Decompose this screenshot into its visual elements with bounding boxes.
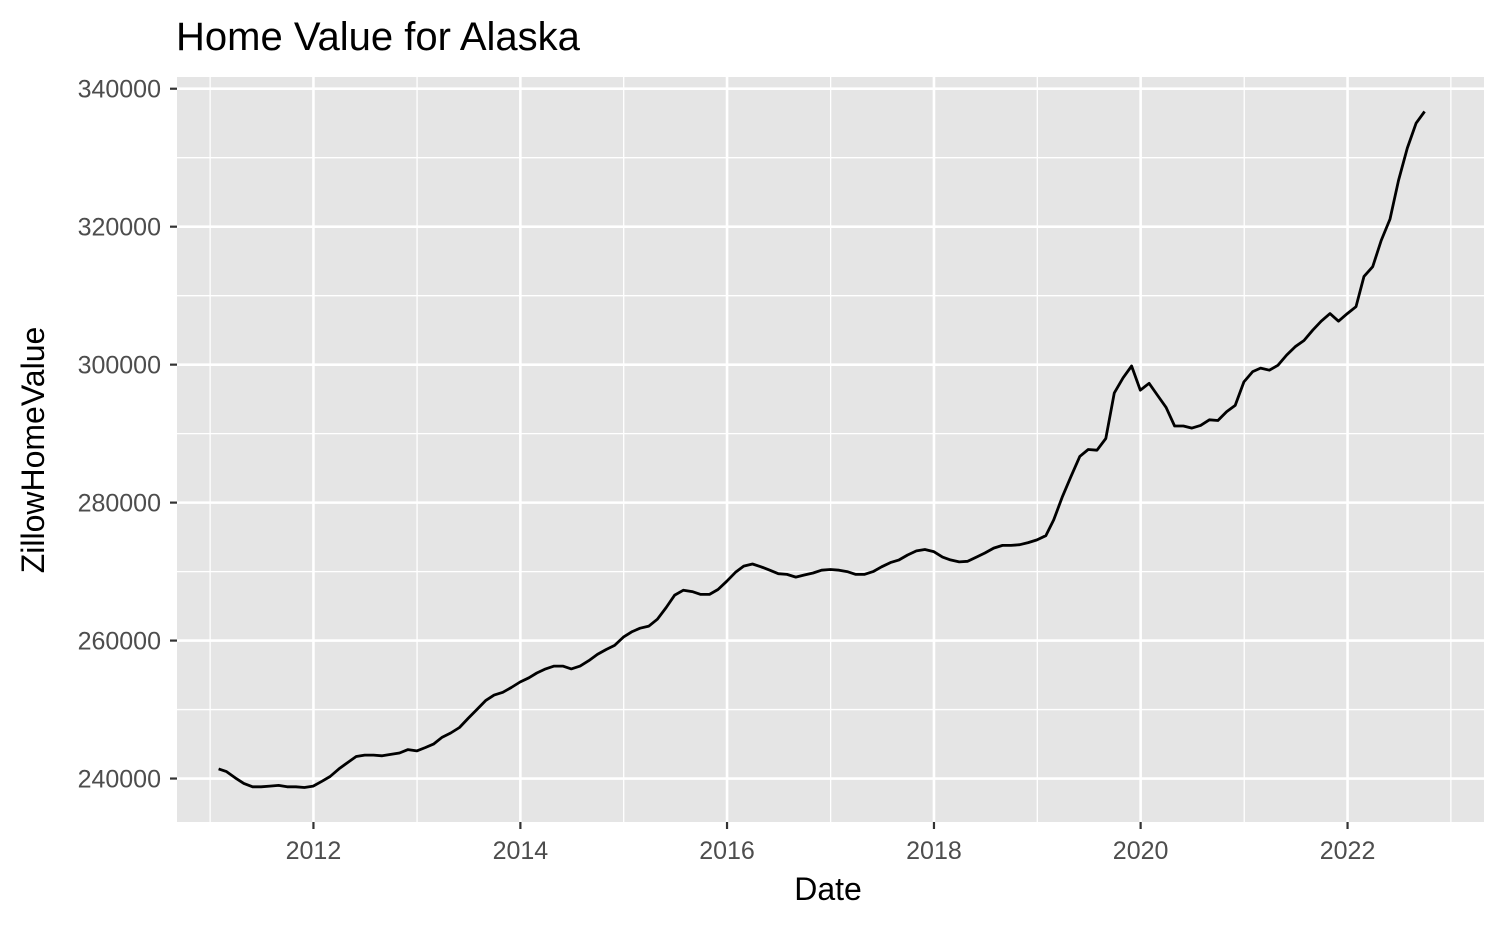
x-tick-label: 2020 [1113,837,1169,865]
series-layer [218,110,1426,789]
y-axis: 240000 260000 280000 300000 320000 340000 [78,76,177,794]
y-tick-label: 240000 [78,766,161,794]
x-tick-label: 2018 [906,837,962,865]
y-tick-label: 340000 [78,76,161,104]
y-axis-title: ZillowHomeValue [15,327,51,574]
x-axis: 2012 2014 2016 2018 2020 2022 [286,822,1376,865]
x-tick-label: 2014 [493,837,549,865]
x-axis-title: Date [794,871,862,907]
minor-gridlines [177,77,1484,822]
x-tick-label: 2022 [1320,837,1376,865]
data-line [218,110,1426,789]
chart-title: Home Value for Alaska [176,15,581,59]
y-tick-label: 280000 [78,490,161,518]
major-gridlines [177,77,1484,822]
y-tick-label: 300000 [78,352,161,380]
y-tick-label: 320000 [78,214,161,242]
y-tick-label: 260000 [78,628,161,656]
x-tick-label: 2012 [286,837,342,865]
x-tick-label: 2016 [699,837,755,865]
